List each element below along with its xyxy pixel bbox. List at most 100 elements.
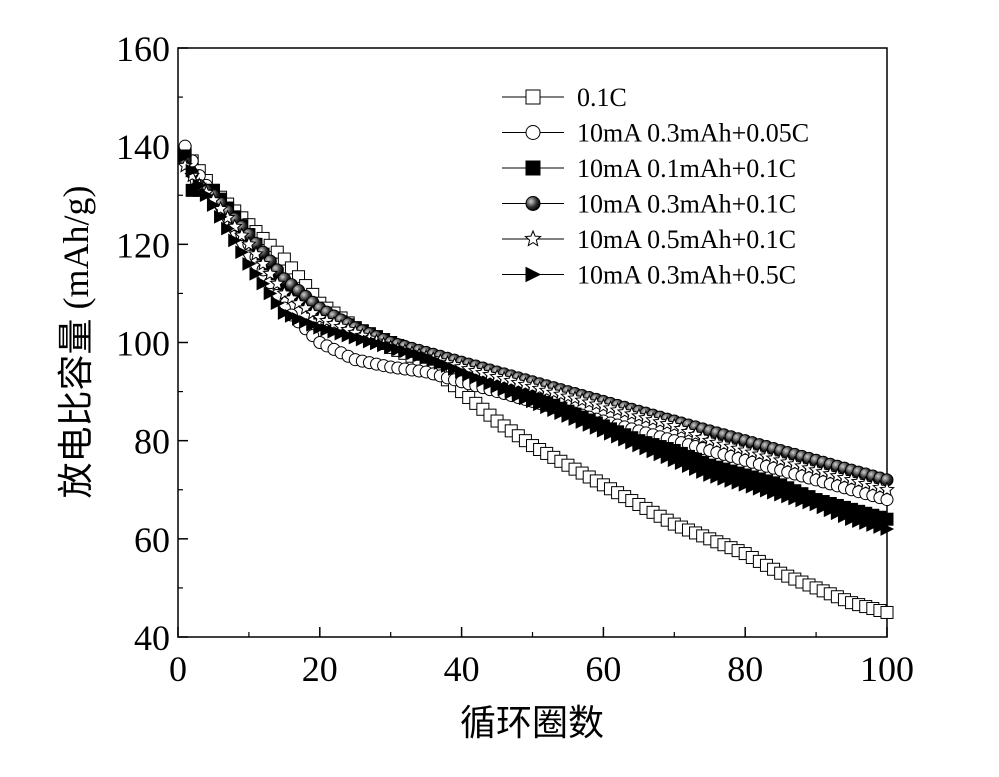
series-point <box>696 465 710 479</box>
series-point <box>462 368 476 382</box>
series-point <box>362 334 377 349</box>
series-point <box>327 324 342 339</box>
series-point <box>880 522 895 536</box>
series-point <box>263 286 278 301</box>
series-point <box>737 442 754 458</box>
series-point <box>653 447 668 462</box>
series-layer <box>177 139 895 619</box>
series-point <box>297 299 314 315</box>
series-point <box>873 520 888 534</box>
series-point <box>845 512 859 527</box>
y-tick-label: 80 <box>134 422 170 462</box>
series-point <box>192 178 207 193</box>
series-point <box>837 509 852 524</box>
series-point <box>738 478 753 492</box>
y-tick-label: 100 <box>116 324 170 364</box>
series-point <box>723 438 739 454</box>
series-point <box>880 605 894 619</box>
legend-label: 10mA 0.3mAh+0.5C <box>577 261 796 290</box>
series-point <box>228 233 242 248</box>
x-axis-label: 循环圈数 <box>460 703 604 743</box>
series-point <box>589 421 604 435</box>
series-point <box>269 275 286 291</box>
series-point <box>240 236 257 252</box>
axis-ticks: 0 20 40 60 80 100 40 60 80 100 120 140 160 <box>116 29 914 689</box>
legend-label: 0.1C <box>577 83 627 112</box>
series-point <box>632 438 646 453</box>
series-point <box>852 514 866 528</box>
series-point <box>299 315 313 329</box>
series-point <box>816 500 831 515</box>
series-point <box>355 332 370 347</box>
y-tick-label: 160 <box>116 29 170 69</box>
series-point <box>625 435 639 450</box>
series-point <box>284 309 299 323</box>
series-point <box>341 328 356 343</box>
series-point <box>639 441 654 456</box>
legend-item: 10mA 0.1mAh+0.1C <box>502 154 796 183</box>
series-point <box>206 198 221 212</box>
series-point <box>872 479 888 495</box>
series-point <box>526 394 540 409</box>
y-axis-label: 放电比容量 (mAh/g) <box>56 186 96 499</box>
series-point <box>304 304 321 320</box>
series-point <box>561 409 576 423</box>
series-point <box>419 350 434 365</box>
series-point <box>384 340 398 355</box>
series-point <box>547 403 561 418</box>
series-point <box>398 344 412 359</box>
series-point <box>731 476 746 490</box>
series-point <box>603 426 618 441</box>
series-point <box>455 365 469 379</box>
series-point <box>313 320 327 335</box>
series-point <box>292 312 306 326</box>
series-point <box>377 338 391 353</box>
series-point <box>659 415 676 431</box>
series-point <box>233 227 250 243</box>
series-point <box>745 479 760 494</box>
series-point <box>334 326 349 341</box>
x-tick-label: 20 <box>302 649 338 689</box>
series-point <box>320 322 335 337</box>
series-point <box>611 429 625 444</box>
series-point <box>249 266 264 281</box>
x-tick-label: 80 <box>727 649 763 689</box>
legend-item: 10mA 0.3mAh+0.1C <box>502 190 796 219</box>
x-tick-label: 100 <box>860 649 914 689</box>
series-point <box>880 493 894 507</box>
series-point <box>866 518 880 532</box>
legend-item: 10mA 0.3mAh+0.5C <box>502 261 796 290</box>
x-tick-label: 0 <box>169 649 187 689</box>
series-point <box>178 149 193 163</box>
legend-item: 10mA 0.5mAh+0.1C <box>502 225 796 254</box>
legend-marker <box>525 266 542 283</box>
series-point <box>823 503 838 518</box>
series-point <box>270 296 285 311</box>
legend-label: 10mA 0.5mAh+0.1C <box>577 225 796 254</box>
series-point <box>370 336 384 351</box>
series-point <box>767 485 781 500</box>
series-point <box>830 506 845 521</box>
series-point <box>433 356 448 370</box>
legend-label: 10mA 0.1mAh+0.1C <box>577 154 796 183</box>
series-point <box>511 388 526 403</box>
series-point <box>448 362 462 376</box>
series-point <box>575 415 590 429</box>
series-point <box>879 481 895 497</box>
legend-marker <box>525 125 541 140</box>
series-point <box>440 359 455 373</box>
series-point <box>568 412 583 426</box>
series-point <box>667 453 682 468</box>
series-point <box>221 221 235 236</box>
series-point <box>277 306 292 320</box>
series-point <box>199 188 214 203</box>
y-tick-label: 120 <box>116 225 170 265</box>
series-point <box>533 397 547 412</box>
x-tick-label: 40 <box>444 649 480 689</box>
series-point <box>290 294 307 310</box>
series-point <box>781 489 795 504</box>
y-tick-label: 60 <box>134 520 170 560</box>
series-point <box>880 512 894 526</box>
series-point <box>801 459 817 475</box>
series-point <box>540 400 554 415</box>
